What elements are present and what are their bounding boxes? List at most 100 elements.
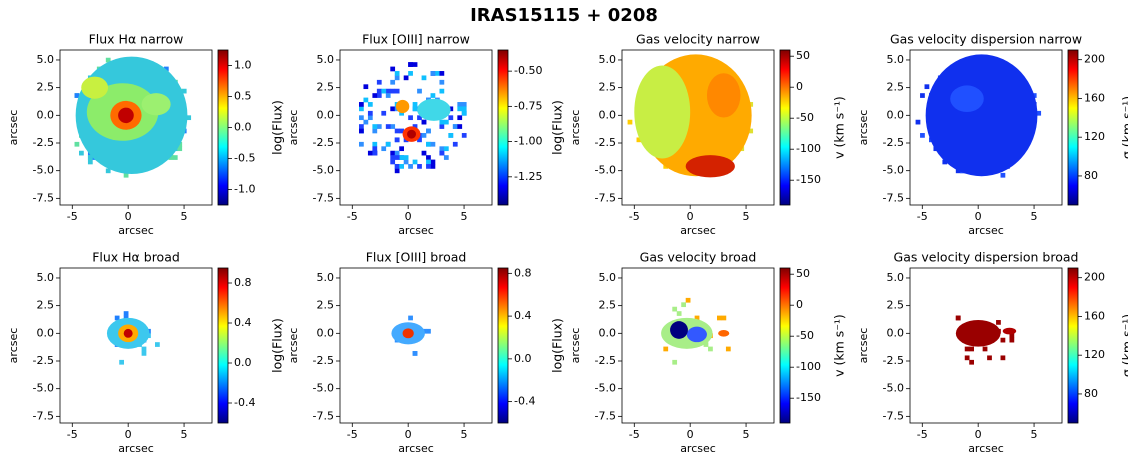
colorbar-tick-label: -0.4 [514, 395, 535, 408]
colorbar-tick-label: -1.0 [234, 183, 255, 196]
map-pixel [426, 141, 431, 147]
y-tick-label: -5.0 [883, 382, 904, 395]
colorbar-tick-label: 0.8 [514, 266, 532, 279]
map-pixel [359, 115, 364, 121]
y-tick-label: -2.5 [33, 354, 54, 367]
y-tick-label: -7.5 [33, 409, 54, 422]
map-pixel [87, 155, 93, 160]
map-pixel [457, 102, 463, 107]
map-pixel [676, 311, 682, 316]
y-tick-label: -2.5 [595, 354, 616, 367]
y-tick-label: 2.5 [37, 299, 55, 312]
map-pixel [123, 172, 129, 178]
colorbar-tick-label: -1.00 [514, 135, 542, 148]
map-pixel [430, 93, 436, 98]
y-tick-label: 2.5 [599, 81, 617, 94]
map-pixel [141, 351, 147, 356]
x-tick-label: 5 [1031, 428, 1038, 441]
map-pixel [448, 106, 454, 112]
map-pixel [376, 79, 382, 85]
map-pixel [408, 164, 413, 169]
panel-title: Gas velocity dispersion narrow [890, 32, 1082, 47]
y-tick-label: -2.5 [313, 354, 334, 367]
map-pixel [372, 146, 378, 152]
map-pixel [367, 110, 373, 116]
x-tick-label: -5 [629, 210, 640, 223]
map-pixel [443, 155, 449, 160]
map-pixel [461, 110, 467, 116]
map-pixel [408, 315, 413, 321]
colorbar-label: log(Flux) [270, 318, 285, 373]
colorbar-tick-label: 120 [1084, 130, 1105, 143]
colorbar [217, 49, 229, 206]
y-tick-label: 0.0 [599, 326, 617, 339]
axes-frame [621, 267, 775, 424]
map-pixel [439, 146, 445, 152]
map-pixel [412, 106, 418, 112]
map-pixel [694, 315, 700, 321]
colorbar [497, 267, 509, 424]
map-pixel [982, 346, 988, 352]
y-axis-label: arcsec [569, 110, 582, 146]
colorbar-tick-label: 200 [1084, 271, 1105, 284]
map-region [925, 54, 1038, 177]
y-tick-label: 2.5 [317, 299, 335, 312]
map-pixel [186, 115, 192, 121]
colorbar-tick-label: 160 [1084, 309, 1105, 322]
map-pixel [461, 133, 467, 138]
map-pixel [964, 346, 970, 352]
map-pixel [412, 124, 418, 129]
figure-title: IRAS15115 + 0208 [470, 5, 658, 26]
map-pixel [390, 155, 396, 160]
map-pixel [457, 106, 463, 112]
x-axis-label: arcsec [968, 224, 1004, 237]
colorbar-label: v (km s⁻¹) [832, 314, 847, 377]
y-tick-label: -7.5 [595, 191, 616, 204]
map-pixel [448, 133, 454, 138]
map-region [718, 330, 730, 337]
map-pixel [359, 128, 364, 134]
y-tick-label: 2.5 [317, 81, 335, 94]
map-pixel [394, 168, 400, 174]
map-region [417, 98, 451, 121]
map [627, 54, 754, 178]
colorbar-tick-label: 200 [1084, 53, 1105, 66]
map-pixel [390, 150, 396, 156]
map-pixel [748, 128, 754, 134]
map-pixel [439, 88, 445, 94]
map-pixel [452, 124, 458, 129]
map-pixel [394, 150, 400, 156]
map-pixel [376, 124, 382, 129]
colorbar-tick-label: -0.50 [514, 64, 542, 77]
colorbar-tick-label: 160 [1084, 91, 1105, 104]
x-axis-label: arcsec [118, 224, 154, 237]
x-tick-label: -5 [67, 210, 78, 223]
map-pixel [426, 164, 431, 169]
x-axis-label: arcsec [398, 442, 434, 455]
y-axis-label: arcsec [857, 110, 870, 146]
map-pixel [920, 133, 925, 138]
map-pixel [1036, 110, 1042, 116]
y-tick-label: -5.0 [33, 164, 54, 177]
panel-title: Flux Hα narrow [89, 32, 184, 47]
map-pixel [367, 115, 373, 121]
map-pixel [915, 119, 921, 125]
map-pixel [421, 75, 427, 81]
map-pixel [390, 159, 396, 165]
axes-frame [59, 49, 213, 206]
map-pixel [168, 155, 174, 160]
map-pixel [969, 359, 975, 365]
map-pixel [417, 137, 422, 143]
map-region [123, 328, 133, 338]
map-pixel [439, 71, 445, 76]
map-pixel [681, 302, 687, 308]
y-tick-label: 0.0 [887, 108, 905, 121]
map-pixel [381, 88, 387, 94]
map-pixel [426, 159, 431, 165]
map-pixel [390, 88, 396, 94]
map-pixel [385, 93, 391, 98]
panel-title: Gas velocity broad [640, 250, 757, 265]
map-pixel [955, 315, 961, 321]
map-pixel [105, 168, 111, 174]
panel: Gas velocity narrow-5 0 55.02.50.0-2.5-5.0… [569, 32, 847, 238]
